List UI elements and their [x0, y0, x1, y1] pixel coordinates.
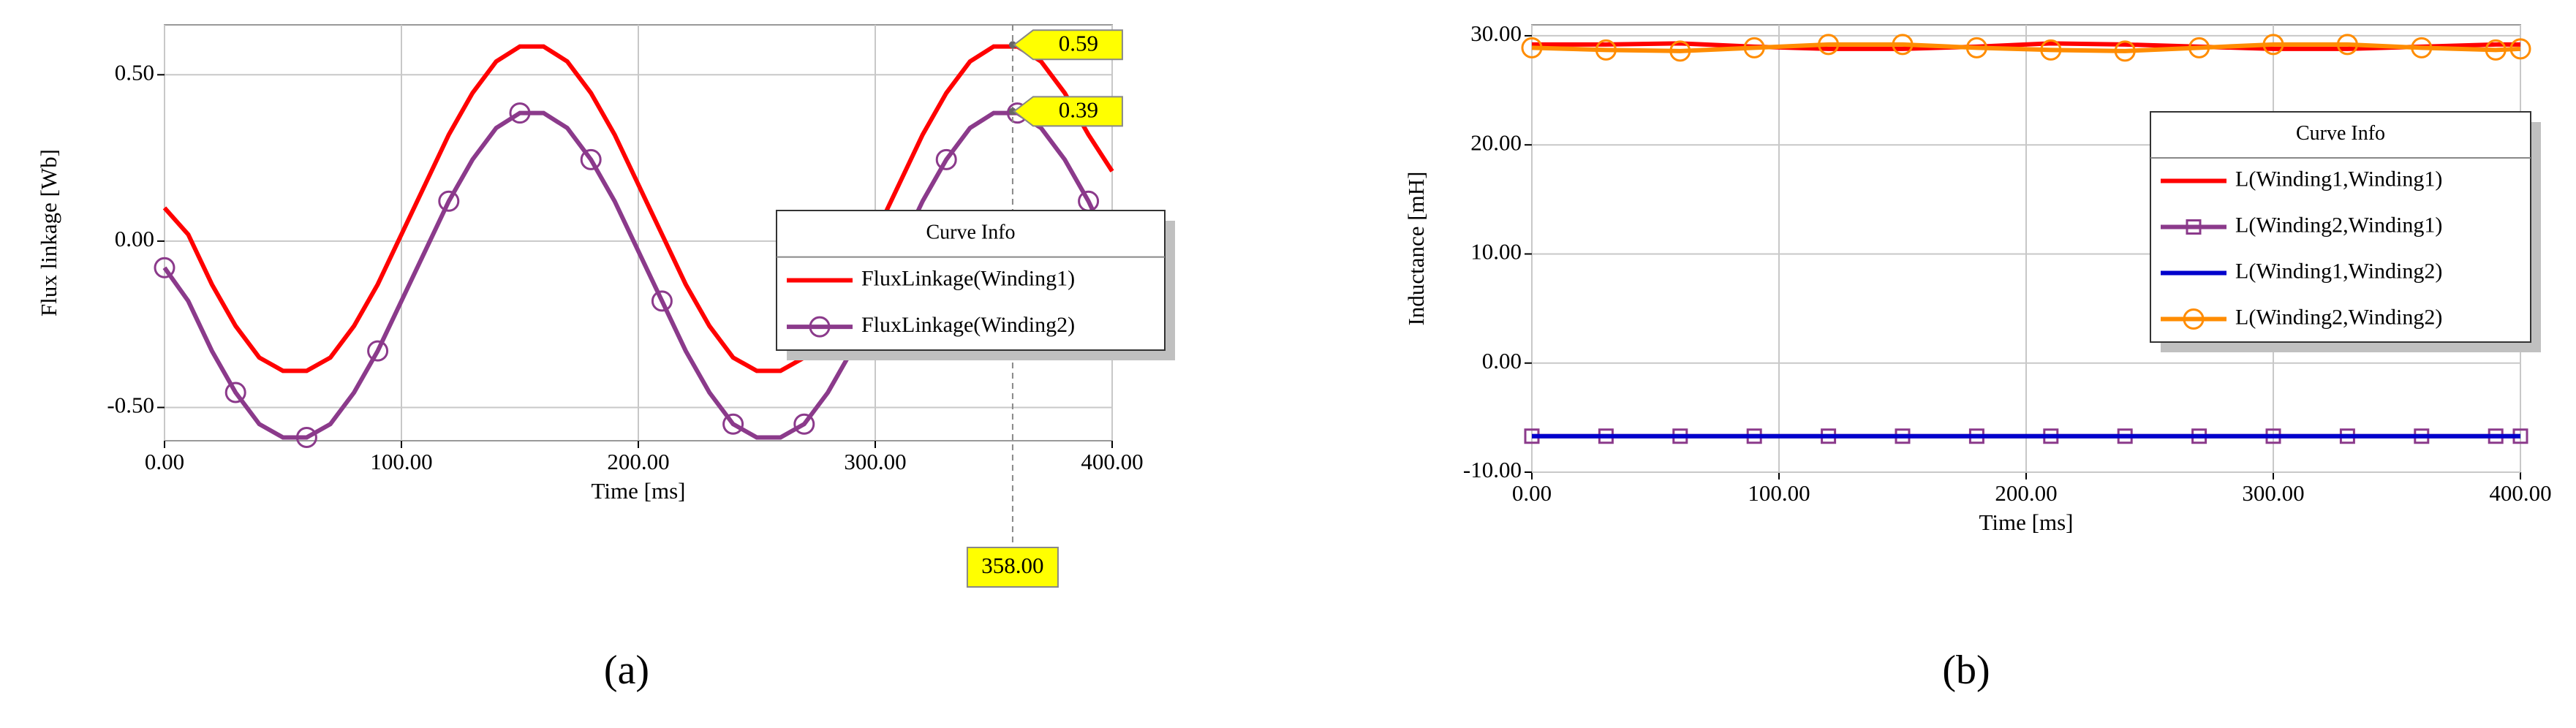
cursor-value-label: 0.59: [1059, 30, 1098, 56]
marker: [1818, 34, 1840, 56]
marker: [2336, 34, 2358, 56]
legend-title: Curve Info: [2296, 122, 2385, 145]
marker: [2509, 38, 2531, 60]
marker: [722, 413, 744, 435]
marker: [1521, 37, 1543, 58]
marker: [580, 148, 602, 170]
x-tick-label: 300.00: [2242, 480, 2304, 506]
x-tick-label: 100.00: [1748, 480, 1810, 506]
x-tick-label: 200.00: [607, 449, 669, 474]
cursor-label-box: [966, 547, 1059, 588]
cursor-value-box: [1013, 29, 1123, 61]
legend-label: L(Winding2,Winding2): [2235, 305, 2442, 329]
cursor-point: [1008, 107, 1016, 115]
cursor-x-label: 358.00: [981, 553, 1043, 578]
x-tick-label: 0.00: [1512, 480, 1552, 506]
legend-marker: [809, 316, 831, 338]
legend-label: L(Winding1,Winding2): [2235, 259, 2442, 283]
x-tick-label: 400.00: [2489, 480, 2551, 506]
marker: [295, 426, 317, 448]
series-line: [162, 44, 1114, 374]
x-axis-label: Time [ms]: [1979, 509, 2074, 535]
x-tick-label: 400.00: [1081, 449, 1143, 474]
marker: [1892, 34, 1914, 56]
x-tick-label: 100.00: [370, 449, 432, 474]
marker: [793, 413, 815, 435]
marker: [651, 290, 673, 312]
marker: [2040, 39, 2062, 61]
marker: [2262, 34, 2284, 56]
panel-label: (a): [604, 648, 649, 693]
legend-label: FluxLinkage(Winding1): [861, 266, 1075, 290]
legend-marker: [2186, 219, 2202, 235]
legend-title: Curve Info: [926, 221, 1015, 243]
marker: [2114, 40, 2136, 62]
marker: [935, 148, 957, 170]
y-tick-label: 0.00: [1482, 348, 1522, 374]
marker: [154, 257, 175, 278]
x-tick-label: 0.00: [145, 449, 184, 474]
x-axis-label: Time [ms]: [592, 478, 686, 504]
series-line: [1531, 42, 2521, 53]
y-tick-label: 20.00: [1470, 129, 1522, 155]
marker: [1595, 39, 1617, 61]
y-tick-label: -10.00: [1463, 457, 1522, 482]
panel-label: (b): [1942, 648, 1990, 693]
marker: [2411, 37, 2433, 58]
marker: [2188, 37, 2210, 58]
y-tick-label: 30.00: [1470, 20, 1522, 46]
y-axis-label: Flux linkage [Wb]: [36, 149, 61, 316]
marker: [1669, 40, 1691, 62]
marker: [438, 190, 460, 212]
y-tick-label: -0.50: [107, 393, 154, 418]
marker: [224, 382, 246, 403]
x-tick-label: 300.00: [844, 449, 906, 474]
cursor-point: [1008, 41, 1016, 49]
y-axis-label: Inductance [mH]: [1403, 172, 1429, 326]
legend-label: L(Winding1,Winding1): [2235, 167, 2442, 191]
series-line: [162, 110, 1114, 440]
legend-marker: [2183, 308, 2205, 330]
marker: [2485, 39, 2507, 61]
cursor-value-box: [1013, 96, 1123, 127]
y-tick-label: 10.00: [1470, 239, 1522, 265]
y-tick-label: 0.00: [115, 226, 154, 251]
legend-label: FluxLinkage(Winding2): [861, 313, 1075, 337]
marker: [1743, 37, 1765, 58]
y-tick-label: 0.50: [115, 59, 154, 85]
marker: [509, 102, 531, 124]
marker: [1965, 37, 1987, 58]
x-tick-label: 200.00: [1995, 480, 2057, 506]
cursor-value-label: 0.39: [1059, 96, 1098, 122]
marker: [367, 340, 389, 362]
legend-label: L(Winding2,Winding1): [2235, 213, 2442, 237]
